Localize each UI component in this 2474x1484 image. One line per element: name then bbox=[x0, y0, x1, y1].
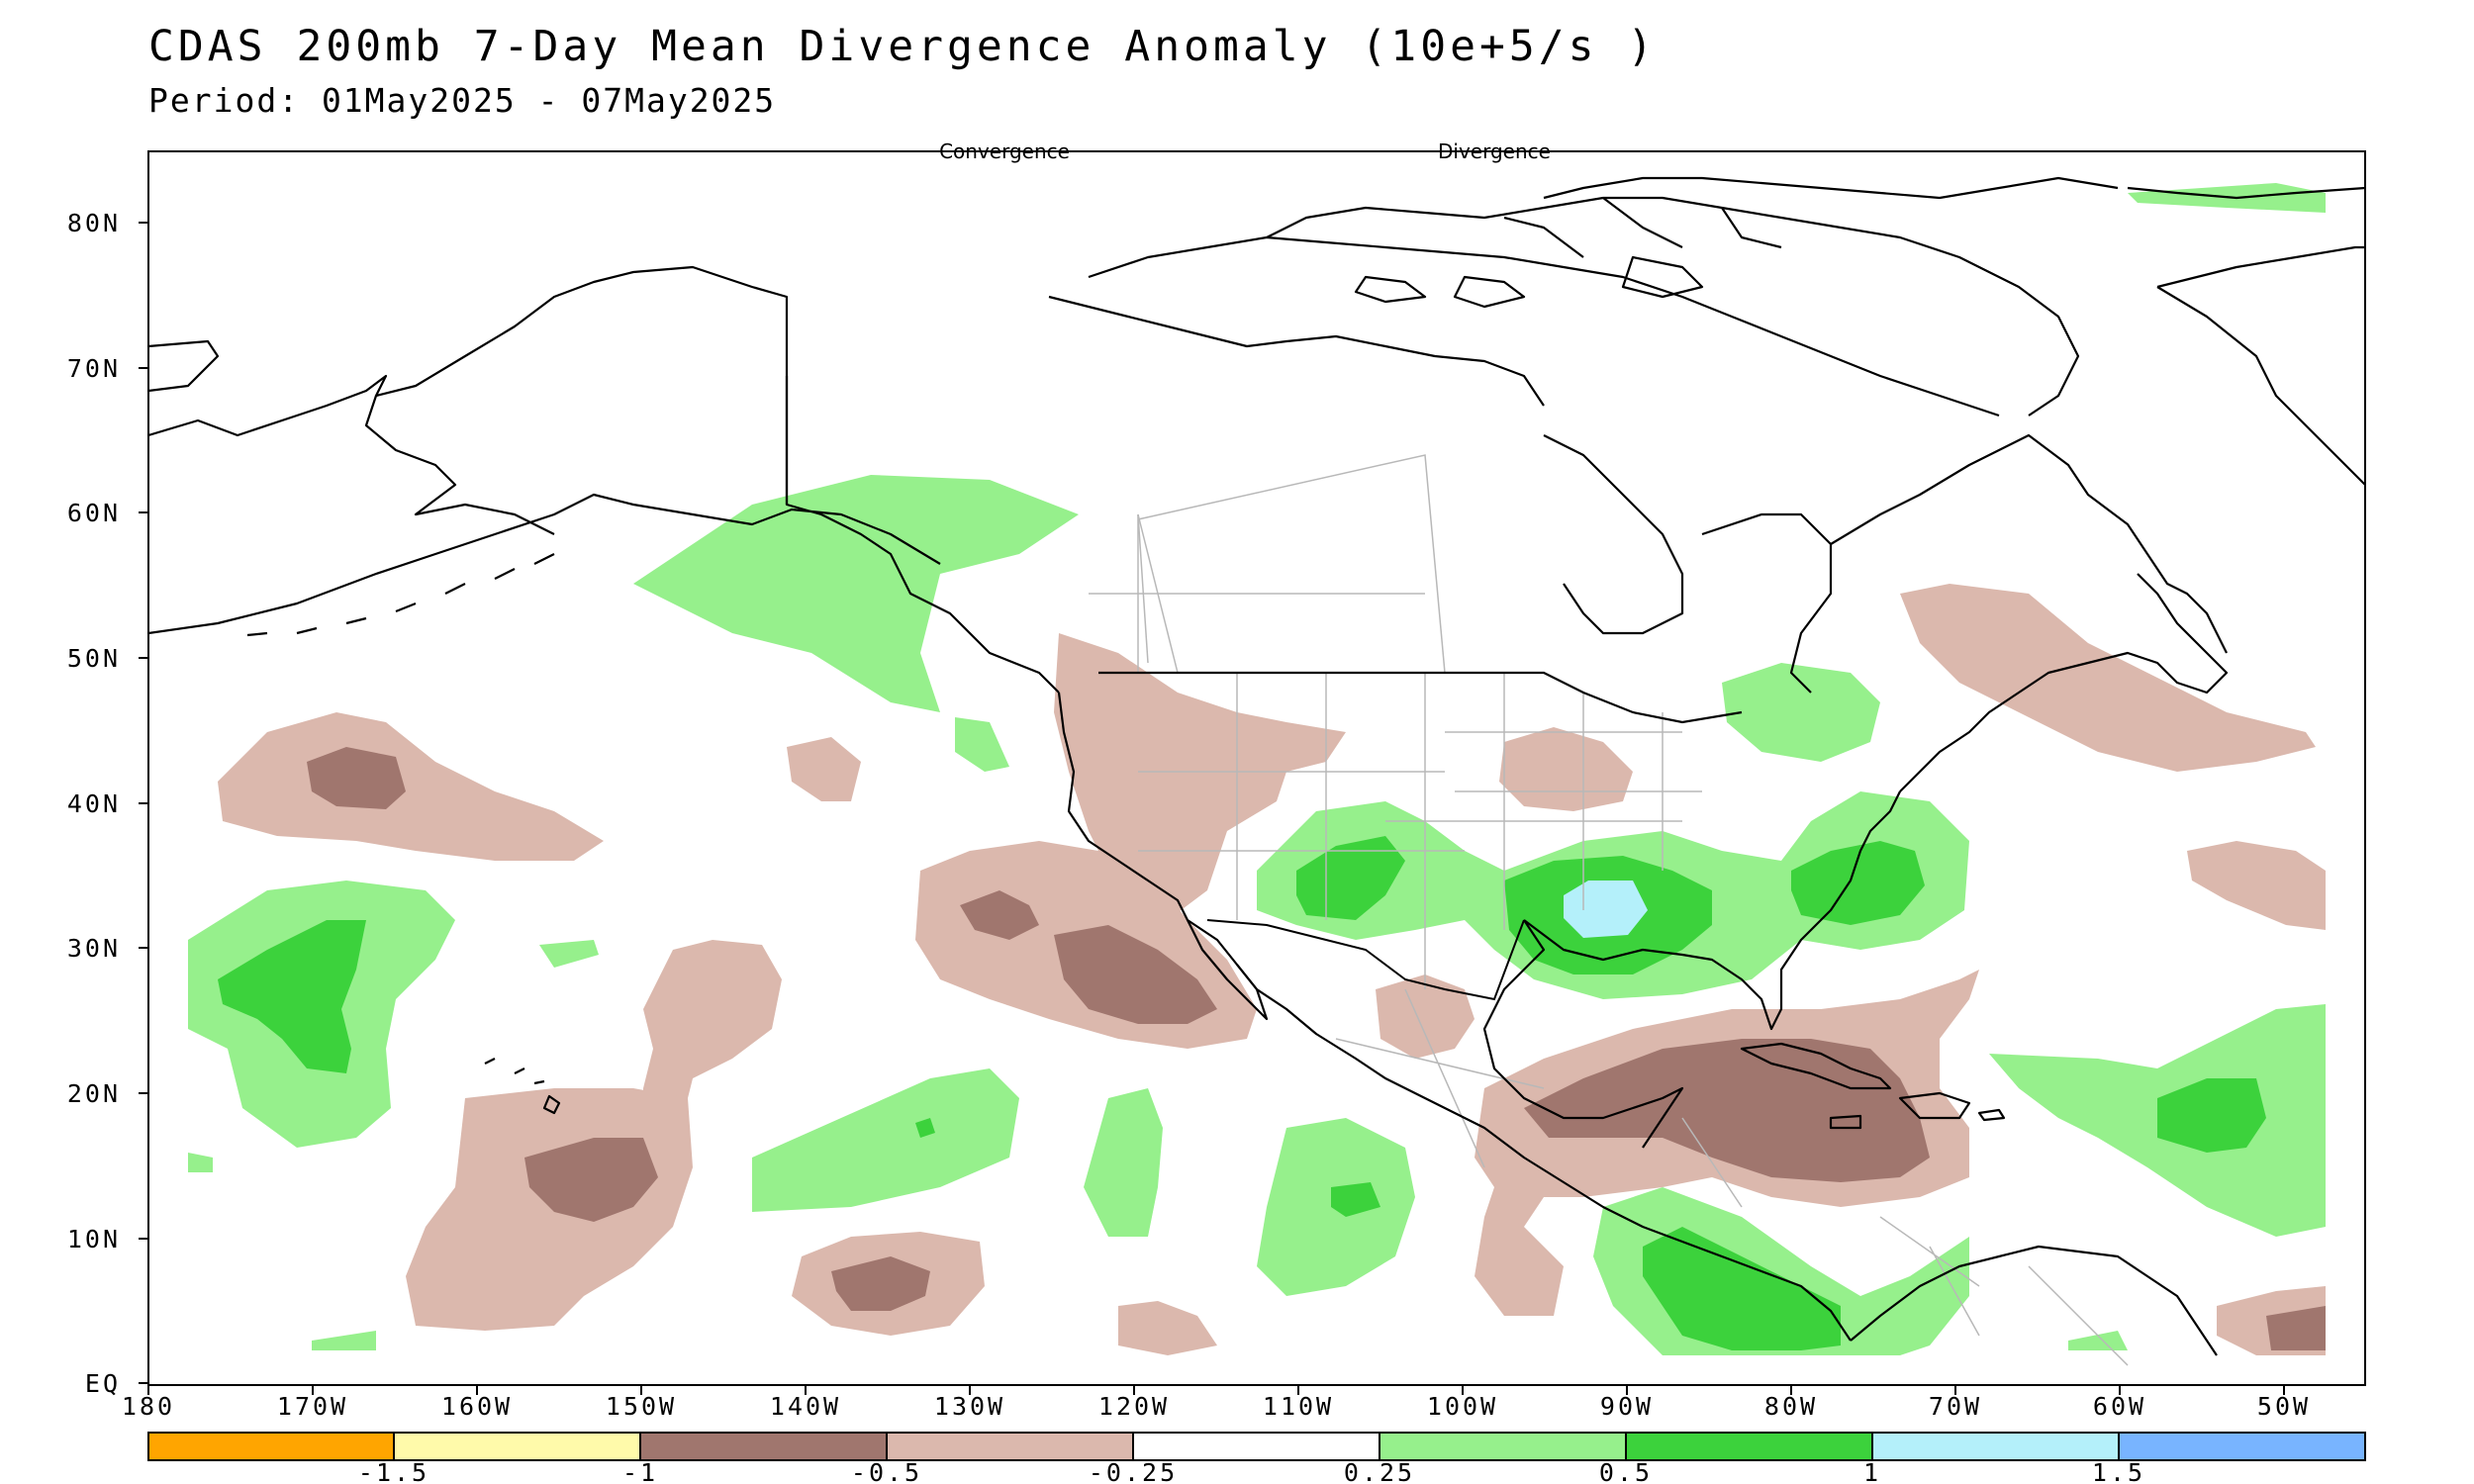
lon-label-180: 180 bbox=[122, 1392, 175, 1421]
colorbar-segment-9 bbox=[2118, 1432, 2366, 1461]
div-area-subtrop-pacific bbox=[752, 1068, 1019, 1212]
div-area-mex-pacific-a bbox=[1084, 1088, 1163, 1237]
strong-div-small-b bbox=[1331, 1182, 1380, 1217]
conv-area-west-us bbox=[1054, 633, 1346, 920]
lon-label-120w: 120W bbox=[1098, 1392, 1170, 1421]
colorbar-label-3: -0.5 bbox=[851, 1458, 922, 1484]
div-area-nw-coast bbox=[955, 717, 1009, 772]
lat-label-70n: 70N bbox=[67, 354, 121, 383]
colorbar-label-7: 1 bbox=[1863, 1458, 1881, 1484]
strong-conv-atlantic-se bbox=[2266, 1306, 2326, 1350]
colorbar-segment-6 bbox=[1379, 1432, 1627, 1461]
strong-div-central-america bbox=[1643, 1227, 1841, 1350]
lon-label-170w: 170W bbox=[277, 1392, 348, 1421]
strong-conv-baja-a bbox=[960, 890, 1039, 940]
anomaly-shading bbox=[148, 176, 2365, 1366]
strong-div-texas bbox=[1296, 836, 1405, 920]
lon-label-90w: 90W bbox=[1600, 1392, 1654, 1421]
colorbar-segment-7 bbox=[1625, 1432, 1873, 1461]
colorbar-label-5: 0.25 bbox=[1344, 1458, 1415, 1484]
strong-div-atlantic bbox=[2157, 1078, 2266, 1153]
conv-area-central-us bbox=[1499, 727, 1633, 811]
us-canada-border bbox=[785, 376, 1743, 724]
lon-label-110w: 110W bbox=[1263, 1392, 1334, 1421]
lon-label-100w: 100W bbox=[1427, 1392, 1498, 1421]
strong-div-east-coast bbox=[1791, 841, 1925, 925]
lat-label-20n: 20N bbox=[67, 1079, 121, 1108]
strong-conv-eq-pacific bbox=[831, 1256, 930, 1311]
lat-label-50n: 50N bbox=[67, 644, 121, 673]
strong-conv-baja-b bbox=[1054, 925, 1217, 1024]
colorbar bbox=[147, 1432, 2366, 1461]
lat-label-30n: 30N bbox=[67, 934, 121, 963]
lon-label-160w: 160W bbox=[441, 1392, 513, 1421]
strong-div-central-pacific bbox=[218, 920, 366, 1073]
divergence-label: Divergence bbox=[1438, 139, 1551, 163]
political-boundaries-thin bbox=[1089, 454, 2129, 1366]
lat-label-10n: 10N bbox=[67, 1225, 121, 1253]
lon-label-70w: 70W bbox=[1929, 1392, 1982, 1421]
colorbar-segment-2 bbox=[393, 1432, 641, 1461]
lat-label-eq: EQ bbox=[85, 1369, 121, 1398]
lon-label-80w: 80W bbox=[1764, 1392, 1818, 1421]
div-area-small-c bbox=[312, 1331, 376, 1350]
lon-label-50w: 50W bbox=[2257, 1392, 2311, 1421]
div-area-small-b bbox=[188, 1153, 213, 1172]
very-strong-div-gulf bbox=[1564, 881, 1648, 938]
lon-label-140w: 140W bbox=[770, 1392, 841, 1421]
us-mexico-border bbox=[1206, 919, 1525, 1001]
div-area-great-lakes bbox=[1722, 663, 1880, 762]
chart-title: CDAS 200mb 7-Day Mean Divergence Anomaly… bbox=[148, 22, 1658, 71]
div-area-small-d bbox=[2068, 1331, 2128, 1350]
lon-label-150w: 150W bbox=[606, 1392, 677, 1421]
conv-area-atlantic-e bbox=[2187, 841, 2326, 930]
colorbar-label-8: 1.5 bbox=[2092, 1458, 2145, 1484]
coastlines bbox=[148, 176, 2365, 1356]
strong-div-small-a bbox=[915, 1118, 935, 1138]
map-frame bbox=[147, 150, 2366, 1386]
lat-label-60n: 60N bbox=[67, 499, 121, 527]
colorbar-segment-3 bbox=[639, 1432, 888, 1461]
colorbar-label-2: -1 bbox=[622, 1458, 658, 1484]
conv-area-central-pacific-b bbox=[643, 940, 782, 1118]
colorbar-segment-1 bbox=[147, 1432, 395, 1461]
colorbar-segment-5 bbox=[1132, 1432, 1380, 1461]
strong-conv-caribbean bbox=[1524, 1039, 1930, 1182]
div-area-small-a bbox=[539, 940, 599, 968]
conv-area-north-pacific bbox=[218, 712, 604, 861]
div-area-gulf-alaska bbox=[633, 475, 1079, 712]
convergence-label: Convergence bbox=[939, 139, 1070, 163]
conv-area-small-eq bbox=[1118, 1301, 1217, 1355]
colorbar-label-6: 0.5 bbox=[1599, 1458, 1653, 1484]
colorbar-segment-4 bbox=[886, 1432, 1134, 1461]
lon-label-60w: 60W bbox=[2093, 1392, 2146, 1421]
lat-label-80n: 80N bbox=[67, 209, 121, 237]
colorbar-label-1: -1.5 bbox=[358, 1458, 429, 1484]
strong-conv-hawaii-s bbox=[524, 1138, 658, 1222]
strong-conv-npacific bbox=[307, 747, 406, 809]
lon-label-130w: 130W bbox=[934, 1392, 1005, 1421]
lat-label-40n: 40N bbox=[67, 789, 121, 818]
period-subtitle: Period: 01May2025 - 07May2025 bbox=[148, 81, 777, 120]
conv-area-hawaii-s bbox=[406, 1088, 693, 1331]
conv-area-atlantic-ne bbox=[1900, 584, 2316, 772]
colorbar-segment-8 bbox=[1871, 1432, 2120, 1461]
conv-area-offshore-a bbox=[787, 737, 861, 801]
colorbar-label-4: -0.25 bbox=[1089, 1458, 1178, 1484]
conv-area-mex-interior bbox=[1376, 974, 1475, 1059]
